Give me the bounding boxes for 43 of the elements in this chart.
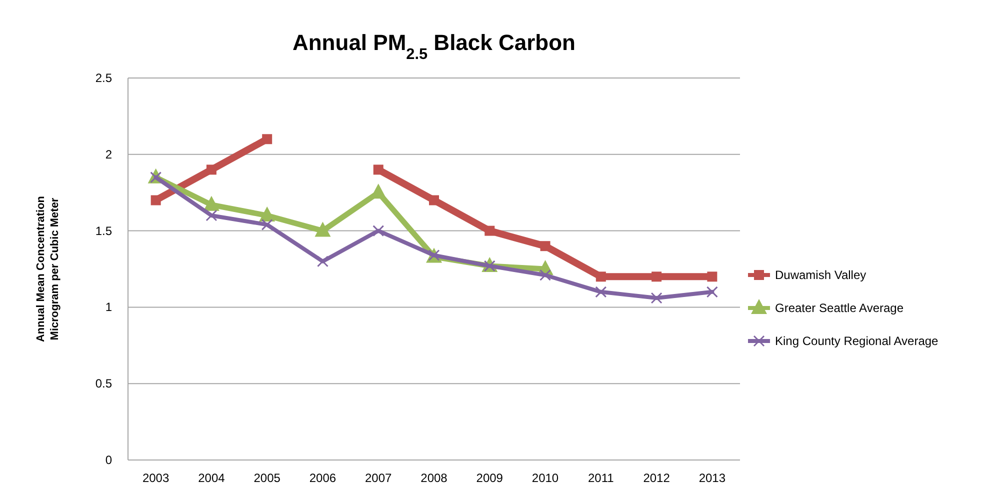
legend-label: King County Regional Average — [775, 334, 939, 348]
x-tick-label: 2007 — [365, 471, 392, 485]
point — [484, 226, 495, 236]
chart-title: Annual PM$_{2.5}$ Black Carbon — [292, 30, 576, 62]
legend-label: Greater Seattle Average — [775, 301, 904, 315]
point — [540, 269, 552, 281]
y-tick-label: 0 — [105, 453, 112, 467]
point — [596, 272, 606, 282]
point — [316, 256, 328, 268]
x-tick-label: 2010 — [532, 471, 559, 485]
point — [314, 222, 331, 237]
x-tick-label: 2004 — [198, 471, 226, 485]
y-tick-label: 2 — [105, 147, 112, 162]
point — [262, 134, 272, 144]
x-tick-label: 2008 — [420, 471, 448, 485]
point — [261, 218, 273, 230]
point — [203, 196, 220, 211]
x-tick-label: 2011 — [588, 471, 614, 485]
point — [429, 195, 439, 206]
point — [150, 195, 161, 206]
y-tick-label: 2.5 — [95, 71, 112, 85]
point — [650, 292, 662, 304]
point — [706, 286, 718, 298]
point — [206, 210, 218, 222]
x-tick-label: 2013 — [698, 471, 726, 485]
x-tick-label: 2005 — [254, 471, 281, 485]
point — [540, 241, 550, 252]
y-tick-label: 1.5 — [95, 224, 112, 238]
y-tick-label: 0.5 — [95, 376, 112, 391]
legend-label: Duwamish Valley — [775, 268, 866, 282]
point — [373, 164, 384, 175]
point — [259, 206, 276, 222]
x-tick-label: 2012 — [643, 471, 670, 485]
x-tick-label: 2006 — [309, 471, 336, 485]
point — [707, 272, 718, 282]
point — [595, 286, 607, 298]
point — [206, 164, 216, 175]
x-tick-label: 2009 — [476, 471, 504, 485]
y-tick-label: 1 — [105, 300, 112, 314]
point — [372, 225, 384, 237]
y-axis-title: Annual Mean Concentration Microgram per Cubic Meter — [35, 196, 61, 342]
x-tick-label: 2003 — [142, 471, 170, 485]
point — [150, 172, 162, 184]
